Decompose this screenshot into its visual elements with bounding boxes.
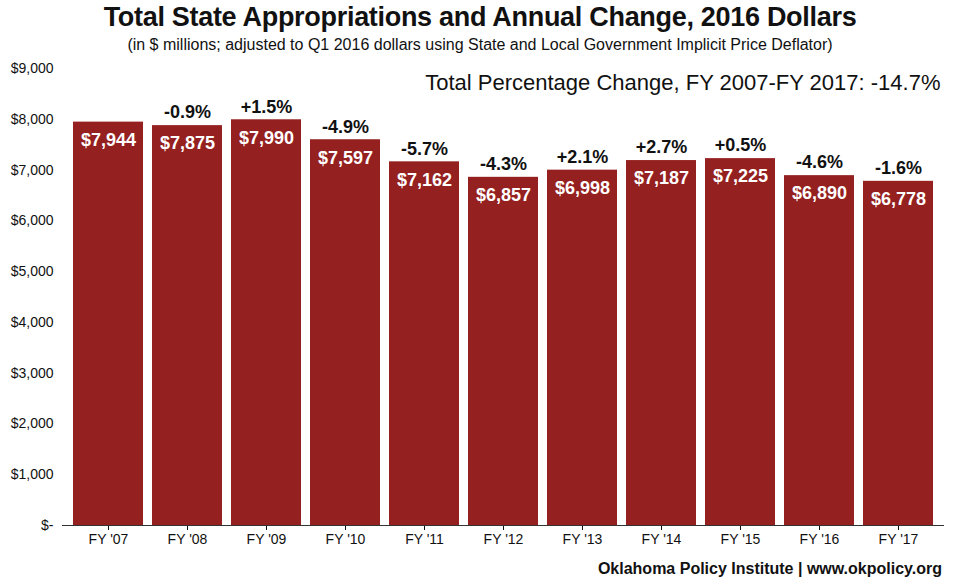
svg-text:FY '17: FY '17 — [879, 531, 919, 547]
svg-text:$6,000: $6,000 — [11, 212, 54, 228]
svg-text:FY '10: FY '10 — [326, 531, 366, 547]
svg-text:$7,944: $7,944 — [81, 130, 136, 150]
svg-text:FY '13: FY '13 — [563, 531, 603, 547]
svg-text:$7,187: $7,187 — [634, 168, 689, 188]
svg-text:-0.9%: -0.9% — [164, 102, 211, 122]
svg-text:$5,000: $5,000 — [11, 263, 54, 279]
svg-text:+2.1%: +2.1% — [557, 147, 609, 167]
svg-text:$7,225: $7,225 — [713, 166, 768, 186]
svg-text:$7,162: $7,162 — [397, 170, 452, 190]
svg-text:FY '15: FY '15 — [721, 531, 761, 547]
svg-text:$6,998: $6,998 — [555, 178, 610, 198]
svg-text:-4.9%: -4.9% — [322, 117, 369, 137]
svg-text:$7,597: $7,597 — [318, 148, 373, 168]
html-text:Oklahoma Policy Institute | ww: Oklahoma Policy Institute | www.okpolicy… — [597, 560, 942, 577]
svg-text:-1.6%: -1.6% — [875, 158, 922, 178]
html-text:Total State Appropriations and: Total State Appropriations and Annual Ch… — [103, 2, 857, 32]
svg-text:FY '14: FY '14 — [642, 531, 682, 547]
svg-text:$7,000: $7,000 — [11, 162, 54, 178]
svg-text:$-: $- — [41, 517, 54, 533]
svg-text:$8,000: $8,000 — [11, 111, 54, 127]
svg-text:$4,000: $4,000 — [11, 314, 54, 330]
svg-text:$3,000: $3,000 — [11, 365, 54, 381]
svg-text:FY '16: FY '16 — [800, 531, 840, 547]
svg-text:+2.7%: +2.7% — [636, 137, 688, 157]
svg-text:-4.6%: -4.6% — [796, 152, 843, 172]
html-text:(in $ millions; adjusted to Q1: (in $ millions; adjusted to Q1 2016 doll… — [127, 36, 833, 53]
svg-text:$7,875: $7,875 — [160, 133, 215, 153]
svg-text:$7,990: $7,990 — [239, 128, 294, 148]
svg-text:$6,857: $6,857 — [476, 185, 531, 205]
svg-text:$9,000: $9,000 — [11, 60, 54, 76]
svg-text:-4.3%: -4.3% — [480, 154, 527, 174]
svg-text:$6,890: $6,890 — [792, 183, 847, 203]
svg-text:$2,000: $2,000 — [11, 415, 54, 431]
svg-text:FY '07: FY '07 — [89, 531, 129, 547]
svg-text:FY '08: FY '08 — [168, 531, 208, 547]
svg-text:$1,000: $1,000 — [11, 466, 54, 482]
svg-text:$6,778: $6,778 — [871, 189, 926, 209]
svg-text:-5.7%: -5.7% — [401, 139, 448, 159]
svg-text:FY '11: FY '11 — [405, 531, 444, 547]
svg-text:FY '12: FY '12 — [484, 531, 524, 547]
svg-text:+0.5%: +0.5% — [715, 135, 767, 155]
svg-text:Total Percentage Change, FY 20: Total Percentage Change, FY 2007-FY 2017… — [425, 70, 940, 95]
svg-text:+1.5%: +1.5% — [241, 97, 293, 117]
svg-text:FY '09: FY '09 — [247, 531, 287, 547]
